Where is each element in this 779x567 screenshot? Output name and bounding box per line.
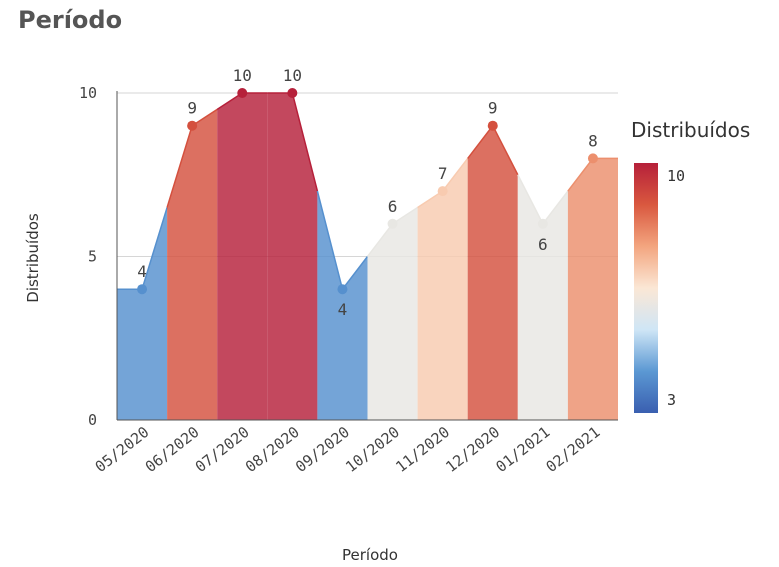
data-point xyxy=(387,218,398,229)
data-label: 7 xyxy=(438,164,448,183)
y-axis-label: Distribuídos xyxy=(24,213,42,303)
x-tick-label: 01/2021 xyxy=(492,423,553,476)
area-segment xyxy=(167,109,218,420)
data-label: 4 xyxy=(338,300,348,319)
data-point xyxy=(437,186,448,197)
data-points xyxy=(137,88,598,295)
legend-gradient-bar xyxy=(634,163,658,413)
area-segment xyxy=(117,207,168,420)
legend-max-label: 10 xyxy=(667,167,685,185)
data-point xyxy=(487,120,498,131)
x-tick-label: 06/2020 xyxy=(142,423,203,476)
data-label: 4 xyxy=(137,262,147,281)
y-tick-label: 5 xyxy=(88,248,97,266)
data-point xyxy=(337,284,348,295)
data-point xyxy=(287,88,298,98)
data-label: 10 xyxy=(233,66,252,85)
data-point xyxy=(237,88,248,98)
data-label: 6 xyxy=(538,235,548,254)
y-tick-label: 0 xyxy=(88,411,97,429)
legend-title: Distribuídos xyxy=(631,118,750,142)
y-tick-label: 10 xyxy=(79,84,97,102)
x-tick-label: 05/2020 xyxy=(92,423,153,476)
data-label: 8 xyxy=(588,131,598,150)
x-tick-label: 10/2020 xyxy=(342,423,403,476)
data-label: 9 xyxy=(187,99,197,118)
x-tick-label: 02/2021 xyxy=(543,423,604,476)
color-legend: Distribuídos 10 3 xyxy=(631,118,750,413)
axes xyxy=(116,91,618,421)
y-tick-labels: 0 5 10 xyxy=(79,84,97,429)
x-tick-label: 07/2020 xyxy=(192,423,253,476)
legend-min-label: 3 xyxy=(667,391,676,409)
area-segment xyxy=(317,191,368,420)
area-segment xyxy=(267,93,318,420)
area-segments xyxy=(117,92,618,420)
area-segment xyxy=(367,207,418,420)
data-point xyxy=(537,218,548,229)
data-label: 9 xyxy=(488,99,498,118)
area-segment xyxy=(517,174,568,420)
data-point xyxy=(187,120,198,131)
chart-title: Período xyxy=(18,6,123,34)
data-labels: 4 9 10 10 4 6 7 9 6 8 xyxy=(137,66,598,319)
data-label: 10 xyxy=(283,66,302,85)
x-tick-label: 09/2020 xyxy=(292,423,353,476)
x-tick-label: 08/2020 xyxy=(242,423,303,476)
area-segment xyxy=(417,158,468,420)
data-label: 6 xyxy=(388,197,398,216)
area-segment xyxy=(467,125,518,420)
data-point xyxy=(587,153,598,164)
x-tick-label: 12/2020 xyxy=(442,423,503,476)
x-axis-label: Período xyxy=(342,546,398,564)
area-segment xyxy=(217,93,268,420)
data-point xyxy=(137,284,148,295)
x-tick-label: 11/2020 xyxy=(392,423,453,476)
area-segment xyxy=(567,158,618,420)
x-tick-labels: 05/202006/202007/202008/202009/202010/20… xyxy=(92,423,604,476)
